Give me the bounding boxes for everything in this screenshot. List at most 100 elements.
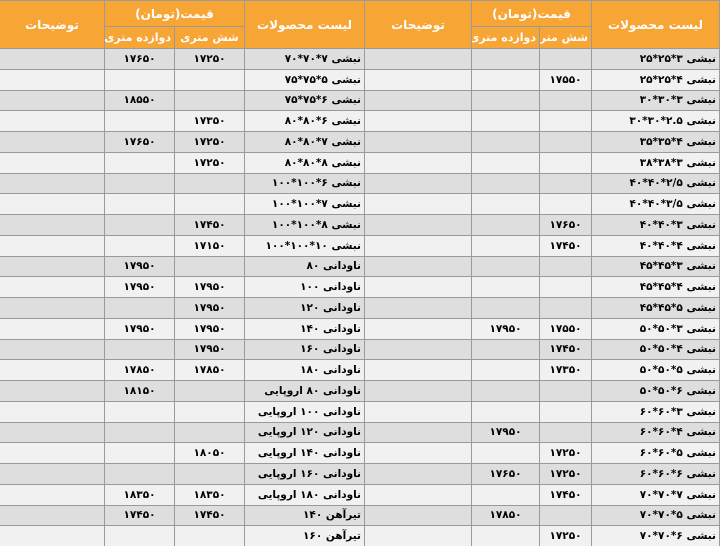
six-meter-price — [174, 421, 245, 444]
six-meter-price: ۱۷۶۵۰ — [539, 214, 592, 236]
notes — [0, 89, 105, 112]
six-meter-price — [539, 131, 592, 153]
six-meter-price: ۱۷۳۵۰ — [539, 359, 592, 381]
product: ناودانی ۱۲۰ — [244, 297, 365, 319]
notes — [0, 68, 105, 91]
twelve-meter-price: ۱۷۴۵۰ — [104, 504, 175, 527]
notes — [364, 483, 472, 506]
six-meter-price — [174, 89, 245, 112]
product: نبشی ۴*۵۰*۵۰ — [591, 338, 720, 361]
notes — [364, 400, 472, 423]
notes — [364, 131, 472, 153]
product: نبشی ۶*۱۰۰*۱۰۰ — [244, 172, 365, 195]
table-row: نبشی ۳*۲۵*۲۵ نبشی ۷*۷۰*۷۰ ۱۷۲۵۰ ۱۷۶۵۰ — [0, 48, 720, 70]
product: نبشی ۳*۵۰*۵۰ — [591, 317, 720, 340]
table-row: نبشی ۵*۶۰*۶۰ ۱۷۲۵۰ ناودانی ۱۴۰ اروپایی ۱۸۰۵… — [0, 442, 720, 464]
table-row: نبشی ۴*۶۰*۶۰ ۱۷۹۵۰ ناودانی ۱۲۰ اروپایی — [0, 421, 720, 444]
six-meter-price: ۱۷۲۵۰ — [539, 463, 592, 485]
six-meter-price — [539, 172, 592, 195]
product: نبشی ۵*۶۰*۶۰ — [591, 442, 720, 464]
six-meter-price: ۱۷۴۵۰ — [539, 234, 592, 257]
six-meter-price: ۱۸۰۵۰ — [174, 442, 245, 464]
table-row: نبشی ۷*۷۰*۷۰ ۱۷۴۵۰ ناودانی ۱۸۰ اروپایی ۱۸۳۵… — [0, 483, 720, 506]
product: نبشی ۷*۱۰۰*۱۰۰ — [244, 193, 365, 215]
six-meter-price: ۱۷۹۵۰ — [174, 297, 245, 319]
notes — [364, 151, 472, 174]
notes — [364, 317, 472, 340]
six-meter-price: ۱۷۴۵۰ — [174, 504, 245, 527]
six-meter-price: ۱۷۹۵۰ — [174, 317, 245, 340]
twelve-meter-price: ۱۷۹۵۰ — [104, 276, 175, 298]
table-row: نبشی ۵*۵۰*۵۰ ۱۷۳۵۰ ناودانی ۱۸۰ ۱۷۸۵۰ ۱۷۸۵۰ — [0, 359, 720, 381]
six-meter-price — [174, 400, 245, 423]
six-meter-price: ۱۷۳۵۰ — [174, 110, 245, 132]
product: تیرآهن ۱۶۰ — [244, 525, 365, 546]
twelve-meter-price — [471, 359, 540, 381]
twelve-meter-price — [471, 110, 540, 132]
twelve-meter-price — [471, 193, 540, 215]
twelve-meter-price — [471, 89, 540, 112]
product: نبشی ۳*۳۸*۳۸ — [591, 151, 720, 174]
notes — [0, 338, 105, 361]
notes — [364, 504, 472, 527]
product: نبشی ۱۰*۱۰۰*۱۰۰ — [244, 234, 365, 257]
six-meter-price: ۱۷۲۵۰ — [539, 442, 592, 464]
twelve-meter-price: ۱۸۱۵۰ — [104, 380, 175, 402]
product: نبشی ۸*۱۰۰*۱۰۰ — [244, 214, 365, 236]
notes — [0, 463, 105, 485]
twelve-meter-price — [471, 68, 540, 91]
product: نبشی ۴*۲۵*۲۵ — [591, 68, 720, 91]
six-meter-price — [174, 380, 245, 402]
twelve-meter-price — [104, 110, 175, 132]
notes — [364, 463, 472, 485]
notes — [364, 110, 472, 132]
notes — [0, 276, 105, 298]
six-meter-price — [539, 48, 592, 70]
table-row: نبشی ۶*۷۰*۷۰ ۱۷۲۵۰ تیرآهن ۱۶۰ — [0, 525, 720, 546]
notes — [364, 214, 472, 236]
six-meter-price — [539, 421, 592, 444]
twelve-meter-price: ۱۷۸۵۰ — [471, 504, 540, 527]
notes — [364, 234, 472, 257]
product: نبشی ۵*۵۰*۵۰ — [591, 359, 720, 381]
product: نبشی ۷*۸۰*۸۰ — [244, 131, 365, 153]
product: نبشی ۶*۶۰*۶۰ — [591, 463, 720, 485]
notes-header: توضیحات — [0, 0, 105, 49]
notes — [364, 68, 472, 91]
price-header: قیمت(تومان) — [104, 0, 245, 27]
table-row: نبشی ۳/۵*۴۰*۴۰ نبشی ۷*۱۰۰*۱۰۰ — [0, 193, 720, 215]
twelve-meter-price — [104, 338, 175, 361]
notes — [0, 48, 105, 70]
notes — [0, 131, 105, 153]
table-row: نبشی ۳*۴۰*۴۰ ۱۷۶۵۰ نبشی ۸*۱۰۰*۱۰۰ ۱۷۴۵۰ — [0, 214, 720, 236]
six-meter-price — [174, 525, 245, 546]
twelve-meter-price — [104, 442, 175, 464]
table-row: نبشی ۳*۶۰*۶۰ ناودانی ۱۰۰ اروپایی — [0, 400, 720, 423]
six-meter-price — [539, 380, 592, 402]
notes — [0, 504, 105, 527]
twelve-meter-price — [471, 131, 540, 153]
product: نبشی ۴*۴۵*۴۵ — [591, 276, 720, 298]
six-header: شش متری — [539, 26, 592, 49]
product: ناودانی ۸۰ اروپایی — [244, 380, 365, 402]
twelve-meter-price — [104, 193, 175, 215]
twelve-meter-price — [471, 234, 540, 257]
notes — [364, 380, 472, 402]
product: نبشی ۳/۵*۴۰*۴۰ — [591, 193, 720, 215]
twelve-meter-price — [471, 442, 540, 464]
notes — [364, 89, 472, 112]
product: نبشی ۳*۴۵*۴۵ — [591, 255, 720, 278]
table-row: نبشی ۳*۳۰*۳۰ نبشی ۶*۷۵*۷۵ ۱۸۵۵۰ — [0, 89, 720, 112]
six-meter-price — [174, 255, 245, 278]
notes — [0, 214, 105, 236]
twelve-meter-price — [104, 151, 175, 174]
product: نبشی ۶*۷۰*۷۰ — [591, 525, 720, 546]
twelve-meter-price — [104, 400, 175, 423]
twelve-meter-price — [104, 172, 175, 195]
product: نبشی ۶*۷۵*۷۵ — [244, 89, 365, 112]
table-row: نبشی ۶*۵۰*۵۰ ناودانی ۸۰ اروپایی ۱۸۱۵۰ — [0, 380, 720, 402]
six-meter-price: ۱۷۲۵۰ — [174, 151, 245, 174]
notes — [0, 193, 105, 215]
table-row: نبشی ۴*۵۰*۵۰ ۱۷۴۵۰ ناودانی ۱۶۰ ۱۷۹۵۰ — [0, 338, 720, 361]
